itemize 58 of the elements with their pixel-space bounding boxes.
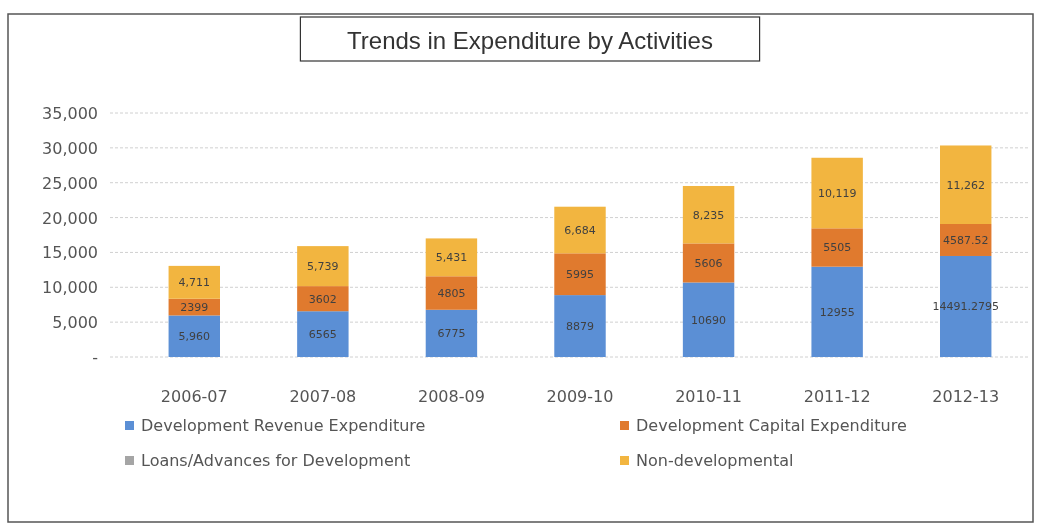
x-tick-label: 2008-09: [418, 387, 485, 406]
data-label: 5995: [566, 268, 594, 282]
bar: [682, 282, 735, 357]
bar: [682, 243, 735, 283]
y-tick-label: 35,000: [42, 104, 98, 123]
data-label: 6,684: [564, 224, 596, 238]
bar: [940, 145, 992, 224]
data-label: 5,960: [178, 330, 211, 344]
legend-label: Non-developmental: [636, 451, 794, 470]
bar: [554, 253, 606, 296]
data-label: 11,262: [946, 178, 985, 192]
data-label: 10690: [691, 313, 727, 327]
data-label: 10,119: [817, 187, 857, 201]
data-label: 5,431: [435, 251, 468, 265]
y-tick-label: 30,000: [42, 138, 98, 158]
data-label: 5,739: [307, 260, 339, 274]
data-label: 3602: [308, 292, 337, 306]
bar: [811, 228, 863, 267]
y-tick-label: 20,000: [42, 208, 98, 228]
data-label: 8879: [566, 320, 594, 334]
x-tick-label: 2010-11: [675, 387, 742, 406]
y-tick-label: 15,000: [42, 243, 98, 263]
legend-label: Development Capital Expenditure: [636, 416, 907, 435]
bar: [297, 286, 349, 312]
data-label: 4,711: [178, 276, 211, 290]
data-label: 6775: [437, 327, 466, 341]
data-label: 2399: [180, 301, 209, 315]
bar: [425, 276, 478, 310]
data-label: 5606: [694, 256, 723, 270]
y-tick-label: 10,000: [42, 278, 98, 298]
y-tick-label: 25,000: [42, 173, 98, 193]
data-label: 8,235: [692, 208, 725, 222]
bar: [811, 157, 863, 229]
x-tick-label: 2011-12: [803, 387, 871, 406]
data-label: 5505: [823, 241, 852, 255]
data-label: 12955: [819, 305, 855, 319]
x-tick-label: 2007-08: [289, 387, 357, 406]
bar: [168, 265, 220, 299]
bar: [168, 315, 220, 357]
bar: [682, 185, 735, 244]
data-label: 4805: [437, 287, 466, 301]
x-tick-label: 2012-13: [932, 387, 1000, 406]
bar: [425, 238, 478, 277]
chart-title: Trends in Expenditure by Activities: [347, 27, 713, 54]
data-label: 6565: [308, 328, 337, 342]
bar: [297, 311, 349, 357]
bar: [811, 266, 863, 357]
data-label: 4587.52: [942, 233, 989, 247]
legend-label: Development Revenue Expenditure: [141, 416, 426, 435]
bar: [554, 206, 606, 254]
x-tick-label: 2006-07: [160, 387, 228, 406]
bar: [554, 295, 606, 357]
y-tick-label: 5,000: [52, 313, 98, 333]
x-tick-label: 2009-10: [546, 387, 614, 406]
y-tick-label: -: [92, 348, 98, 367]
bar: [297, 246, 349, 287]
legend-label: Loans/Advances for Development: [141, 451, 411, 470]
bar: [425, 309, 478, 357]
